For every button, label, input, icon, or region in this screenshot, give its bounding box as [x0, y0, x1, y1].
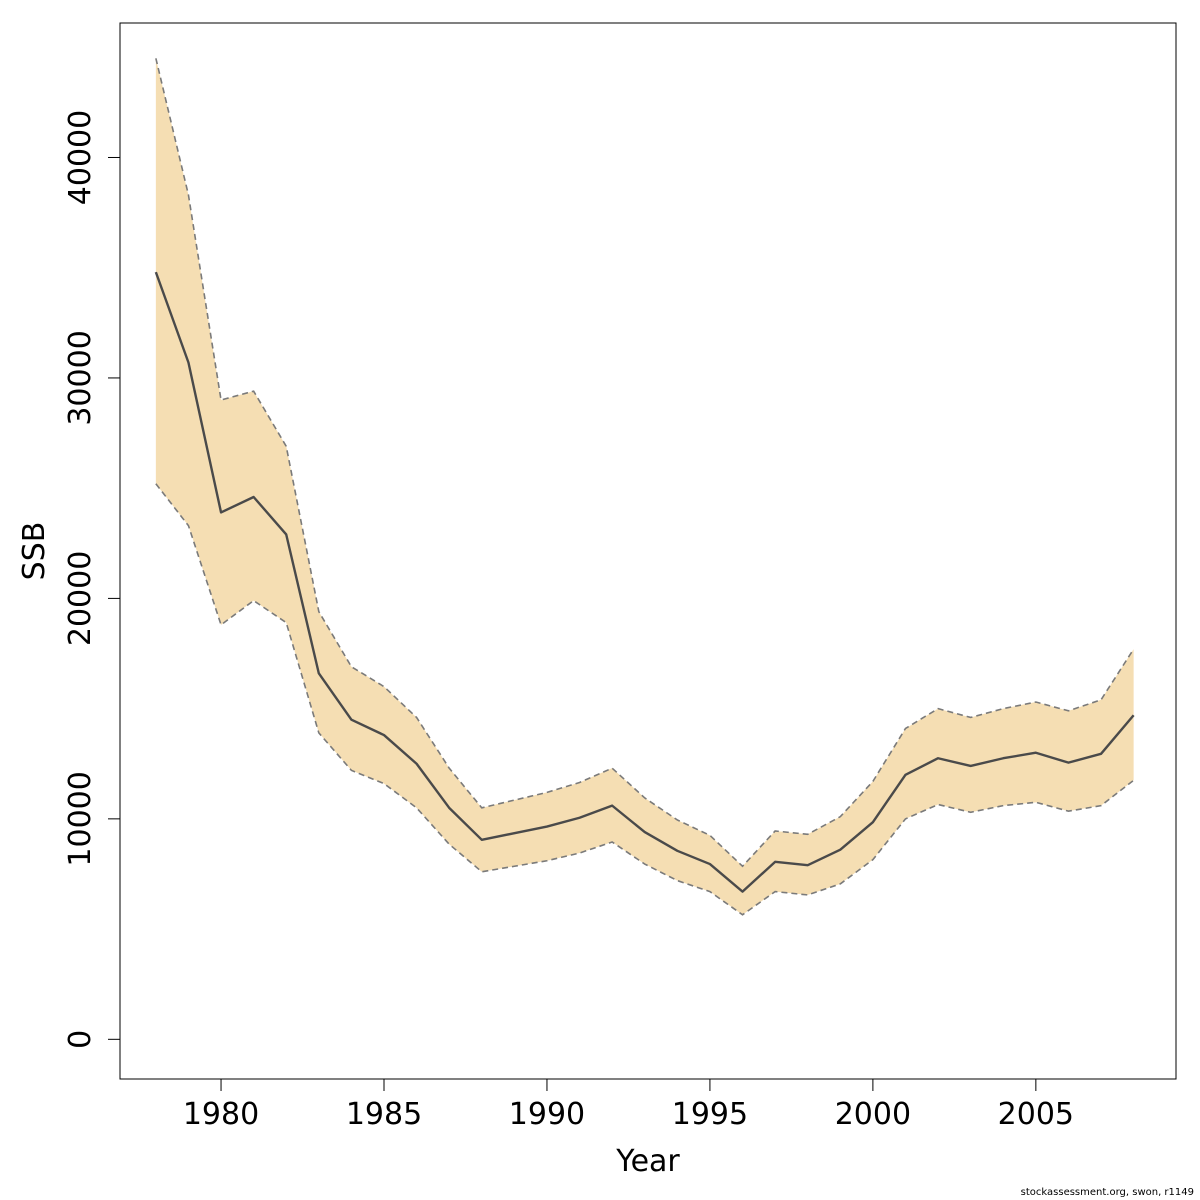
y-tick-label: 0: [63, 1030, 98, 1049]
y-tick-label: 20000: [63, 551, 98, 646]
footer-note: stockassessment.org, swon, r1149: [1020, 1187, 1194, 1198]
y-tick-label: 40000: [63, 110, 98, 205]
y-tick-label: 10000: [63, 771, 98, 866]
x-tick-label: 1980: [183, 1097, 259, 1132]
line-layer: [154, 271, 1135, 893]
x-tick-label: 2005: [998, 1097, 1074, 1132]
upper-bound-line: [155, 58, 1135, 868]
confidence-band: [155, 58, 1134, 915]
x-tick-label: 1990: [509, 1097, 585, 1132]
x-axis: 1980 1985 1990 1995 2000 2005: [183, 1078, 1074, 1132]
confidence-band-layer: [155, 58, 1135, 916]
y-axis: 0 10000 20000 30000 40000: [63, 110, 121, 1049]
y-tick-label: 30000: [63, 330, 98, 425]
x-tick-label: 1995: [672, 1097, 748, 1132]
x-tick-label: 1985: [346, 1097, 422, 1132]
y-axis-title: SSB: [17, 522, 52, 581]
ssb-estimate-line: [154, 271, 1135, 893]
x-axis-title: Year: [615, 1144, 680, 1179]
x-tick-label: 2000: [835, 1097, 911, 1132]
lower-bound-line: [155, 483, 1135, 916]
